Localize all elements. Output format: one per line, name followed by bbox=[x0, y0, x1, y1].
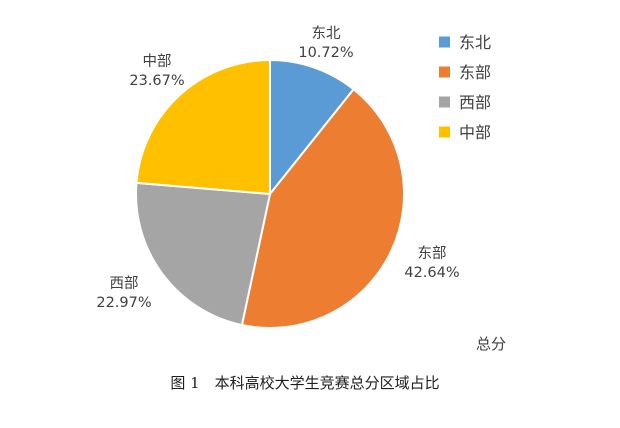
slice-label-category-2: 东部 bbox=[418, 245, 447, 262]
pie-slices bbox=[135, 59, 405, 329]
slice-label-value-1: 10.72% bbox=[298, 45, 353, 61]
pie-slice-3 bbox=[135, 181, 271, 327]
figure-caption: 图 1 本科高校大学生竞赛总分区域占比 bbox=[170, 374, 439, 392]
slice-label-value-4: 23.67% bbox=[129, 73, 184, 89]
slice-label-category-4: 中部 bbox=[143, 53, 172, 70]
legend-swatch-1 bbox=[439, 36, 450, 48]
slice-label-category-3: 西部 bbox=[110, 275, 139, 292]
slice-label-value-3: 22.97% bbox=[96, 295, 151, 311]
slice-label-value-2: 42.64% bbox=[404, 265, 459, 281]
legend-label-3: 西部 bbox=[459, 93, 491, 112]
pie-slice-1 bbox=[269, 59, 355, 195]
slice-label-category-1: 东北 bbox=[312, 25, 341, 42]
legend-swatch-3 bbox=[439, 96, 450, 108]
pie-slice-2 bbox=[240, 88, 405, 329]
legend-swatch-4 bbox=[439, 126, 450, 138]
pie-slice-4 bbox=[135, 59, 271, 195]
legend-label-1: 东北 bbox=[459, 33, 491, 52]
legend-label-4: 中部 bbox=[459, 123, 491, 142]
legend-label-2: 东部 bbox=[459, 63, 491, 82]
legend-swatch-2 bbox=[439, 66, 450, 78]
series-label: 总分 bbox=[476, 335, 506, 353]
slice-labels: 东北 10.72% 东部 42.64% 西部 22.97% 中部 23.67% bbox=[96, 25, 459, 311]
